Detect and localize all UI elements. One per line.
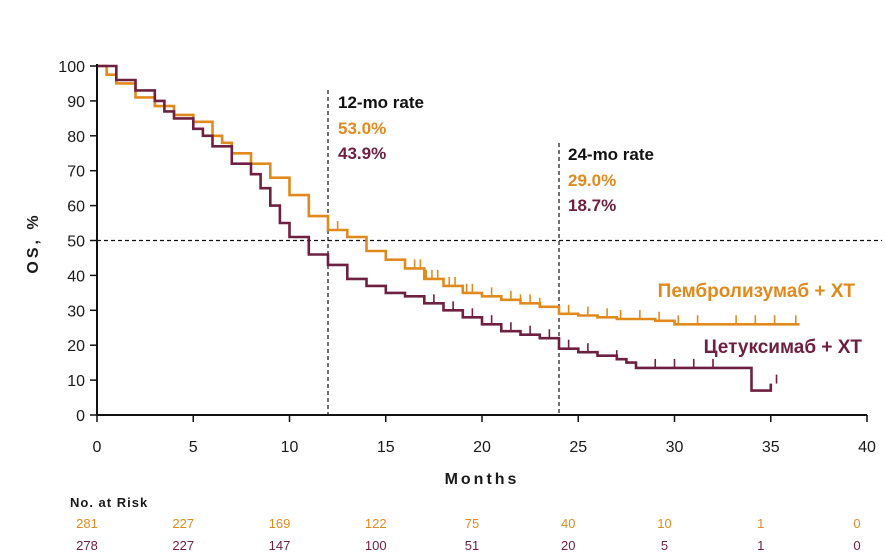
risk-cell-1-8: 0	[853, 538, 860, 553]
x-tick-label-3: 15	[377, 439, 395, 456]
y-axis-title: OS, %	[25, 212, 42, 273]
axes-layer: 0 10 20 30 40 50 60 70 80 90 100 0 5 10 15 20 25 30 35 40	[58, 59, 876, 456]
x-tick-label-2: 10	[281, 439, 299, 456]
reference-lines-layer	[97, 90, 882, 415]
risk-cell-1-7: 1	[757, 538, 764, 553]
legend: Пембролизумаб + ХТ Цетуксимаб + ХТ	[658, 281, 863, 358]
y-tick-label-8: 80	[67, 129, 85, 146]
risk-cell-1-2: 147	[269, 538, 291, 553]
y-tick-label-3: 30	[67, 303, 85, 320]
risk-cell-1-5: 20	[561, 538, 575, 553]
risk-table-title: No. at Risk	[70, 495, 148, 510]
legend-label-cetux: Цетуксимаб + ХТ	[704, 337, 863, 358]
annotation-24mo-title: 24-mo rate	[568, 145, 654, 164]
annotation-24mo-pembro-value: 29.0%	[568, 171, 616, 190]
x-tick-label-7: 35	[762, 439, 780, 456]
x-tick-label-6: 30	[666, 439, 684, 456]
risk-cell-0-1: 227	[172, 516, 194, 531]
annotations-layer: 12-mo rate 53.0% 43.9% 24-mo rate 29.0% …	[338, 93, 654, 215]
y-tick-label-5: 50	[67, 234, 85, 251]
annotation-12mo-title: 12-mo rate	[338, 93, 424, 112]
risk-cell-1-4: 51	[465, 538, 479, 553]
risk-cell-1-0: 278	[76, 538, 98, 553]
y-tick-label-1: 10	[67, 373, 85, 390]
risk-cell-0-5: 40	[561, 516, 575, 531]
x-tick-label-8: 40	[858, 439, 876, 456]
risk-cell-1-6: 5	[661, 538, 668, 553]
risk-cell-0-4: 75	[465, 516, 479, 531]
risk-cell-0-0: 281	[76, 516, 98, 531]
risk-cell-1-1: 227	[172, 538, 194, 553]
risk-cell-0-8: 0	[853, 516, 860, 531]
y-tick-label-0: 0	[76, 408, 85, 425]
x-axis-title: Months	[445, 471, 520, 488]
y-tick-label-2: 20	[67, 338, 85, 355]
risk-cell-0-3: 122	[365, 516, 387, 531]
y-tick-label-9: 90	[67, 94, 85, 111]
annotation-24mo-cetux-value: 18.7%	[568, 196, 616, 215]
x-tick-label-4: 20	[473, 439, 491, 456]
x-tick-label-0: 0	[93, 439, 102, 456]
risk-cell-0-6: 10	[657, 516, 671, 531]
y-tick-label-7: 70	[67, 164, 85, 181]
annotation-12mo-pembro-value: 53.0%	[338, 119, 386, 138]
risk-cell-0-7: 1	[757, 516, 764, 531]
y-tick-label-6: 60	[67, 199, 85, 216]
series-line-1	[97, 64, 773, 392]
legend-label-pembro: Пембролизумаб + ХТ	[658, 281, 856, 302]
x-tick-label-1: 5	[189, 439, 198, 456]
y-tick-label-10: 100	[58, 59, 85, 76]
x-tick-label-5: 25	[569, 439, 587, 456]
series-layer	[97, 64, 800, 392]
y-tick-label-4: 40	[67, 268, 85, 285]
risk-cell-0-2: 169	[269, 516, 291, 531]
annotation-12mo-cetux-value: 43.9%	[338, 144, 386, 163]
risk-cell-1-3: 100	[365, 538, 387, 553]
